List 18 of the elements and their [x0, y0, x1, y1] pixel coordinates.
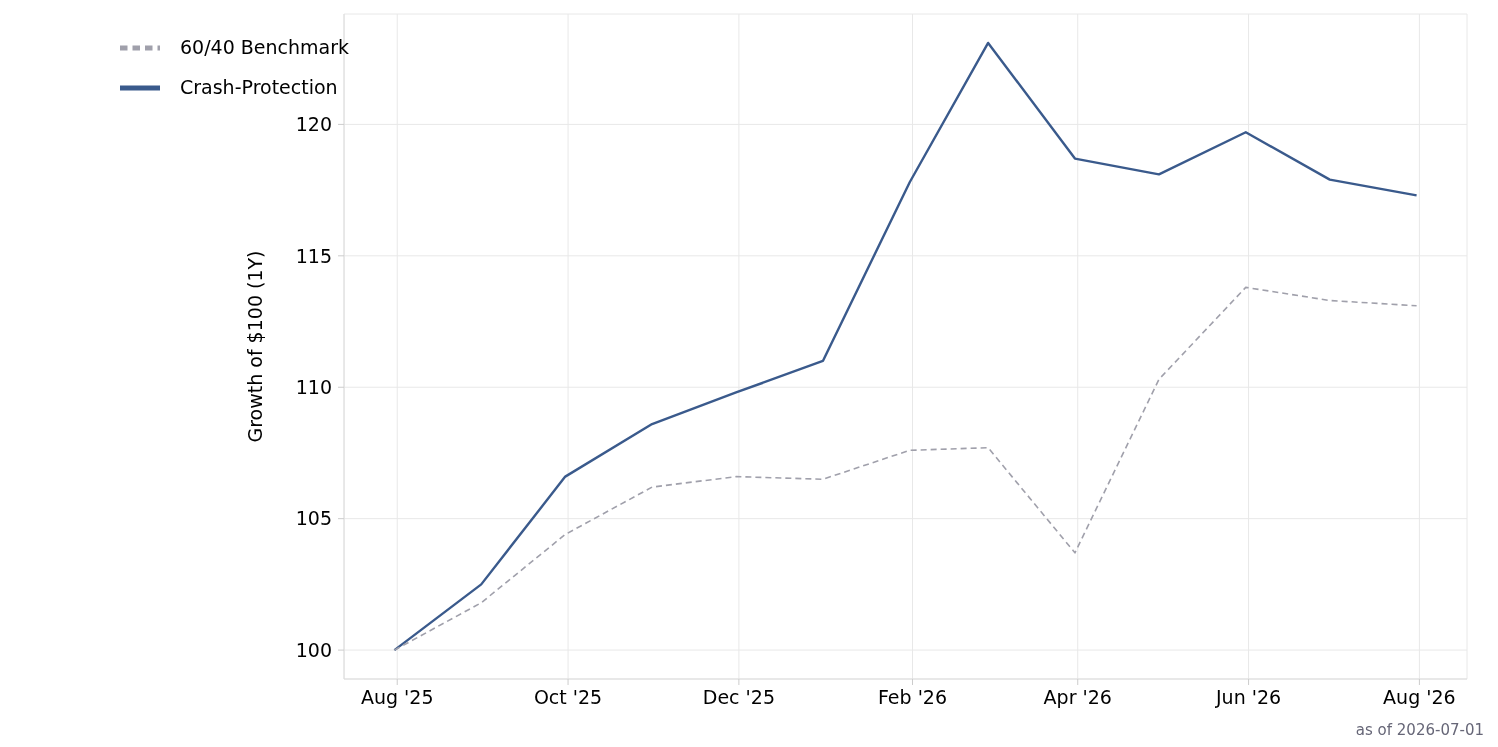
- y-tick-label: 100: [295, 638, 333, 661]
- x-tick-label: Dec '25: [702, 686, 775, 709]
- text: as of 2026-07-01: [1355, 721, 1484, 739]
- legend-label: 60/40 Benchmark: [180, 35, 350, 58]
- legend-label: Crash-Protection: [180, 75, 338, 98]
- y-tick-label: 105: [295, 507, 333, 530]
- y-tick-label: 110: [295, 375, 333, 398]
- y-tick-label: 120: [295, 113, 333, 136]
- x-tick-label: Aug '26: [1383, 686, 1456, 709]
- x-tick-label: Aug '25: [360, 686, 434, 709]
- line-series: [393, 41, 1418, 652]
- x-tick-label: Oct '25: [533, 686, 603, 709]
- y-tick-label: 115: [295, 244, 333, 267]
- y-axis-title: Growth of $100 (1Y): [243, 250, 266, 443]
- x-tick-label: Feb '26: [877, 686, 948, 709]
- x-tick-label: Apr '26: [1043, 686, 1112, 709]
- line-series: [393, 286, 1418, 651]
- x-tick-label: Jun '26: [1214, 686, 1282, 709]
